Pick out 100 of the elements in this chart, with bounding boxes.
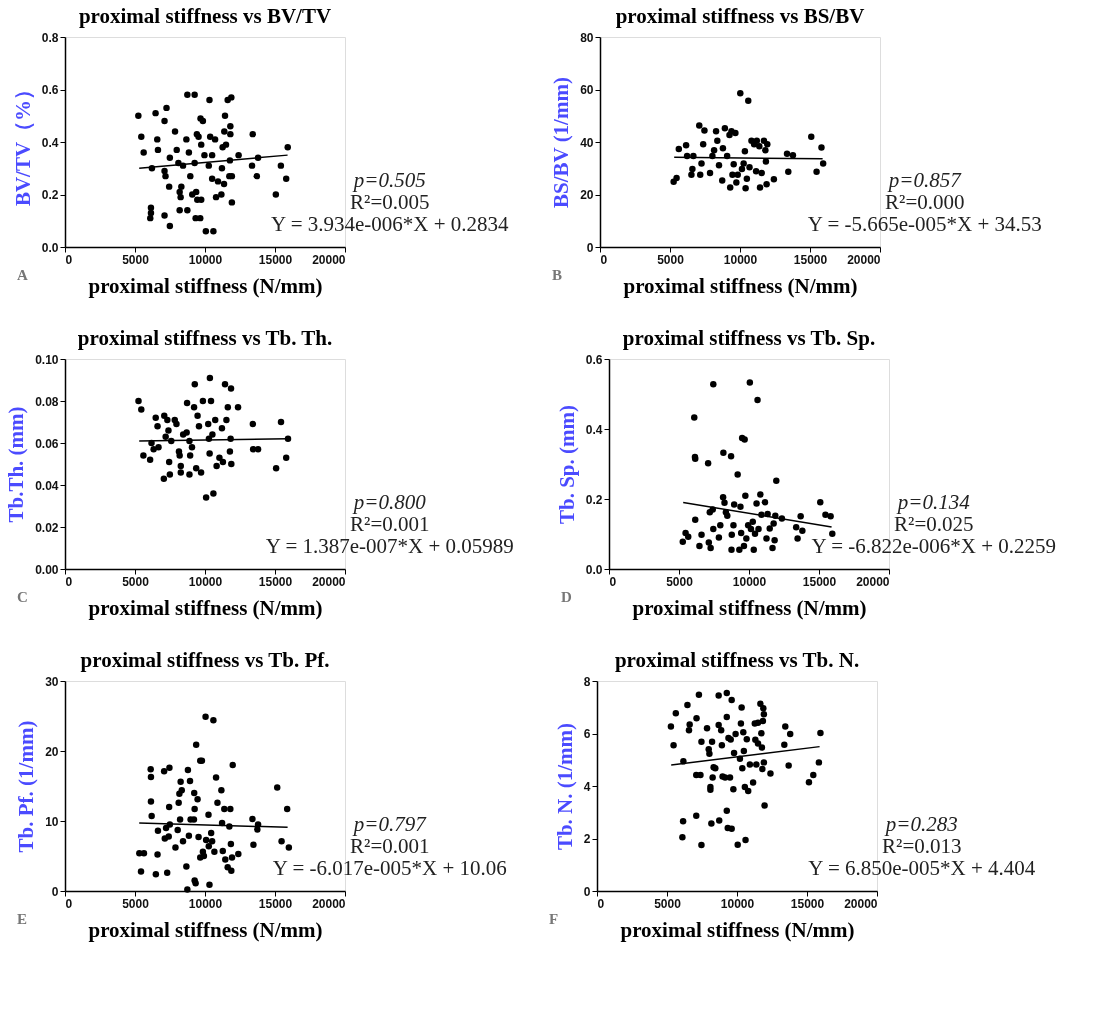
chart-title: proximal stiffness vs Tb. Pf.: [80, 648, 330, 672]
text: D: [561, 589, 572, 605]
point: [818, 144, 825, 151]
x-tick-label: 5000: [654, 896, 682, 911]
chart-title: proximal stiffness vs Tb. Sp.: [622, 326, 876, 350]
x-tick-label: 10000: [723, 252, 758, 267]
point: [808, 133, 815, 140]
x-tick-label: 5000: [122, 896, 150, 911]
point: [715, 162, 723, 169]
point: [697, 171, 704, 179]
point: [770, 176, 778, 183]
x-tick-label: 20000: [844, 896, 878, 911]
x-tick-label: 0: [65, 252, 73, 267]
annotation: Y = -6.017e-005*X + 10.06: [272, 856, 507, 880]
y-tick-label: 0: [586, 240, 594, 255]
point: [710, 146, 718, 154]
y-tick-label: 0.06: [35, 436, 59, 451]
text: E: [17, 911, 28, 927]
x-tick-label: 5000: [122, 574, 150, 589]
x-tick-label: 5000: [666, 574, 694, 589]
point: [742, 184, 749, 192]
point: [734, 171, 741, 179]
chart-title: proximal stiffness vs Tb. Th.: [77, 326, 333, 350]
text: C: [17, 589, 28, 605]
chart-title: proximal stiffness vs BS/BV: [615, 4, 865, 28]
point: [746, 163, 753, 171]
point: [753, 137, 761, 144]
text: F: [549, 911, 559, 927]
point: [729, 171, 736, 179]
text: B: [552, 267, 563, 283]
x-axis-title: proximal stiffness (N/mm): [88, 595, 323, 620]
point: [758, 169, 765, 177]
chart-title: proximal stiffness vs Tb. N.: [614, 648, 860, 672]
x-tick-label: 5000: [122, 252, 150, 267]
point: [730, 161, 737, 168]
point: [709, 152, 716, 160]
point: [688, 171, 695, 179]
text: p=0.800: [351, 490, 427, 514]
point: [756, 142, 763, 150]
point: [762, 146, 769, 154]
point: [698, 160, 705, 167]
point: [762, 158, 770, 165]
y-tick-label: 4: [583, 779, 591, 794]
point: [743, 175, 751, 182]
point: [737, 89, 744, 97]
y-tick-label: 0.0: [585, 562, 603, 577]
annotation: Y = -5.665e-005*X + 34.53: [807, 212, 1042, 236]
y-tick-label: 0.2: [41, 188, 59, 202]
point: [741, 147, 749, 155]
point: [682, 141, 690, 149]
y-axis-title: Tb.Th. (mm): [4, 406, 29, 523]
y-tick-label: 0.6: [41, 83, 59, 97]
y-tick-label: 30: [45, 674, 59, 689]
point: [732, 129, 739, 137]
point: [719, 145, 727, 152]
text: p=0.283: [883, 812, 958, 836]
point: [813, 168, 820, 175]
x-tick-label: 15000: [258, 574, 293, 589]
text: p=0.134: [895, 490, 971, 514]
x-tick-label: 5000: [657, 252, 685, 267]
y-tick-label: 20: [580, 188, 594, 202]
x-tick-label: 20000: [312, 574, 346, 589]
x-tick-label: 0: [65, 896, 73, 911]
y-tick-label: 40: [580, 135, 594, 150]
point: [752, 167, 760, 175]
point: [819, 160, 827, 167]
annotation: Y = 1.387e-007*X + 0.05989: [265, 534, 514, 558]
point: [673, 174, 680, 182]
point: [785, 168, 792, 175]
x-tick-label: 10000: [188, 896, 223, 911]
point: [675, 145, 683, 153]
text: A: [17, 267, 28, 283]
y-axis-title: Tb. Pf. (1/mm): [14, 720, 39, 853]
x-axis-title: proximal stiffness (N/mm): [88, 917, 323, 942]
y-tick-label: 2: [583, 832, 591, 846]
annotation: Y = 6.850e-005*X + 4.404: [808, 856, 1036, 880]
point: [783, 150, 791, 158]
text: p=0.797: [351, 812, 428, 836]
y-tick-label: 0: [51, 884, 59, 899]
chart-title: proximal stiffness vs BV/TV: [78, 4, 332, 28]
point: [706, 169, 714, 177]
y-tick-label: 0.04: [35, 478, 59, 493]
point: [699, 141, 707, 148]
x-axis-title: proximal stiffness (N/mm): [623, 273, 858, 298]
x-tick-label: 0: [609, 574, 617, 589]
y-tick-label: 6: [583, 727, 591, 741]
x-tick-label: 20000: [312, 252, 346, 267]
x-axis-title: proximal stiffness (N/mm): [620, 917, 855, 942]
y-tick-label: 8: [583, 674, 591, 689]
y-axis-title: BV/TV（%）: [10, 78, 35, 207]
y-axis-title: BS/BV (1/mm): [549, 77, 574, 208]
point: [756, 184, 764, 191]
x-axis-title: proximal stiffness (N/mm): [632, 595, 867, 620]
y-tick-label: 0.6: [585, 352, 603, 367]
point: [760, 137, 768, 144]
y-tick-label: 0: [583, 884, 591, 899]
point: [764, 141, 771, 148]
y-tick-label: 0.0: [41, 240, 59, 255]
y-tick-label: 60: [580, 83, 594, 97]
x-axis-title: proximal stiffness (N/mm): [88, 273, 323, 298]
